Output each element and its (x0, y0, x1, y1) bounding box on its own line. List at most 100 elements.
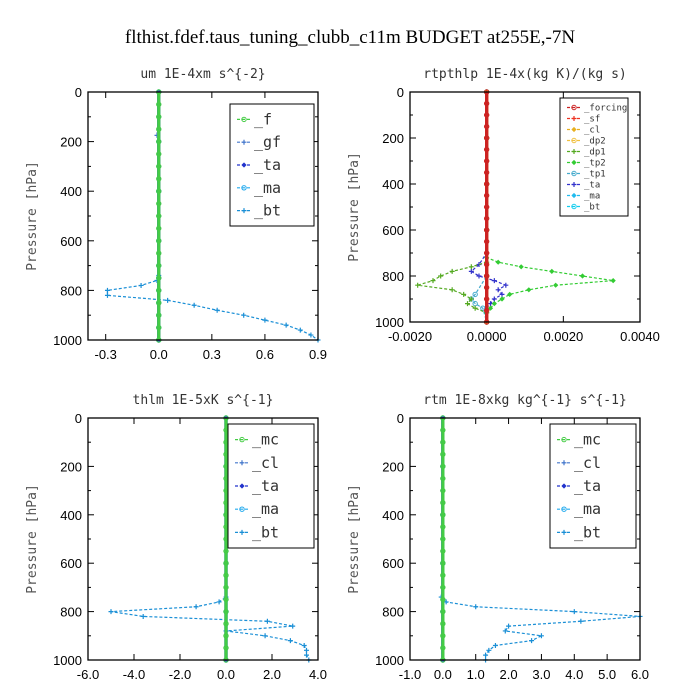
legend-label: _tp2 (584, 158, 606, 168)
data-point (486, 647, 492, 653)
legend-marker (561, 483, 567, 489)
data-point (223, 596, 229, 603)
data-point (473, 604, 479, 610)
x-tick-label: 3.0 (532, 667, 550, 682)
data-point (476, 273, 482, 279)
series-forcing (483, 89, 490, 325)
data-point (156, 114, 162, 120)
legend-marker (241, 162, 247, 168)
legend-marker (561, 460, 567, 466)
legend-marker (571, 149, 577, 154)
data-point (156, 213, 162, 219)
x-tick-label: 0.3 (203, 347, 221, 362)
data-point (610, 278, 616, 284)
y-tick-label: 400 (382, 508, 404, 523)
x-tick-label: -1.0 (399, 667, 421, 682)
data-point (449, 268, 455, 274)
data-point (495, 287, 501, 293)
data-point (483, 215, 490, 222)
data-point (440, 560, 446, 566)
y-tick-label: 0 (397, 411, 404, 426)
legend-label: _sf (584, 114, 600, 124)
data-point (483, 250, 490, 256)
data-point (156, 324, 162, 331)
data-point (499, 296, 505, 302)
data-point (491, 301, 497, 307)
y-tick-label: 0 (75, 85, 82, 100)
data-point (140, 613, 146, 619)
data-point (472, 291, 478, 298)
y-tick-label: 1000 (375, 315, 404, 330)
y-axis-label: Pressure [hPa] (347, 484, 362, 594)
legend-marker (561, 506, 567, 512)
data-point (440, 621, 446, 627)
x-tick-label: 0.0 (434, 667, 452, 682)
legend-marker (571, 126, 577, 133)
plot-frame (87, 91, 319, 341)
x-tick-label: -2.0 (169, 667, 191, 682)
data-point (506, 623, 512, 629)
data-point (262, 317, 268, 323)
data-point (443, 599, 449, 605)
data-point (440, 427, 446, 433)
data-point (440, 645, 446, 651)
legend: _mc _cl _ta _ma _bt (227, 423, 315, 549)
legend-label: _bt (254, 202, 281, 220)
data-point (156, 188, 162, 194)
legend-marker (239, 506, 245, 512)
y-tick-label: 1000 (53, 333, 82, 348)
data-point (440, 572, 446, 578)
y-tick-label: 400 (60, 508, 82, 523)
series-mc (440, 415, 446, 663)
y-tick-label: 800 (382, 605, 404, 620)
x-tick-label: 0.9 (309, 347, 327, 362)
data-point (440, 536, 446, 542)
data-point (304, 647, 309, 653)
data-point (223, 633, 229, 639)
data-point (283, 322, 289, 328)
data-point (549, 268, 555, 274)
legend-marker (239, 460, 245, 466)
data-point (502, 628, 508, 634)
legend-label: _ma (584, 191, 600, 201)
x-tick-label: 0.0 (150, 347, 168, 362)
data-point (290, 623, 296, 629)
legend-label: _forcing (584, 103, 627, 113)
legend: _mc _cl _ta _ma _bt (549, 423, 637, 549)
x-tick-label: 2.0 (500, 667, 518, 682)
x-tick-label: 0.0020 (543, 329, 583, 344)
data-point (483, 238, 490, 245)
data-point (483, 261, 490, 268)
legend-marker (571, 159, 577, 166)
legend-label: _ma (254, 179, 281, 197)
data-point (156, 151, 162, 157)
data-point (223, 621, 229, 627)
legend-label: _bt (584, 202, 600, 212)
data-point (526, 287, 532, 293)
y-axis-label: Pressure [hPa] (25, 484, 40, 594)
x-tick-label: 4.0 (309, 667, 327, 682)
data-point (468, 268, 474, 274)
series-dp1 (415, 89, 490, 325)
legend-label: _bt (574, 523, 601, 541)
panel-title: rtm 1E-8xkg kg^{-1} s^{-1} (423, 393, 627, 408)
data-point (223, 548, 229, 554)
data-point (301, 642, 307, 648)
y-axis-label: Pressure [hPa] (347, 152, 362, 262)
data-point (483, 181, 490, 187)
data-point (483, 100, 490, 107)
legend-marker (561, 529, 567, 535)
data-point (191, 302, 197, 308)
data-point (579, 273, 586, 279)
panel-title: rtpthlp 1E-4x(kg K)/(kg s) (423, 67, 627, 82)
legend-label: _bt (252, 523, 279, 541)
data-point (491, 296, 497, 302)
series-line (470, 92, 488, 323)
y-tick-label: 200 (60, 135, 82, 150)
data-point (108, 609, 114, 615)
data-point (156, 163, 162, 170)
panel-title: thlm 1E-5xK s^{-1} (133, 393, 274, 408)
data-point (241, 312, 247, 318)
y-tick-label: 200 (382, 459, 404, 474)
